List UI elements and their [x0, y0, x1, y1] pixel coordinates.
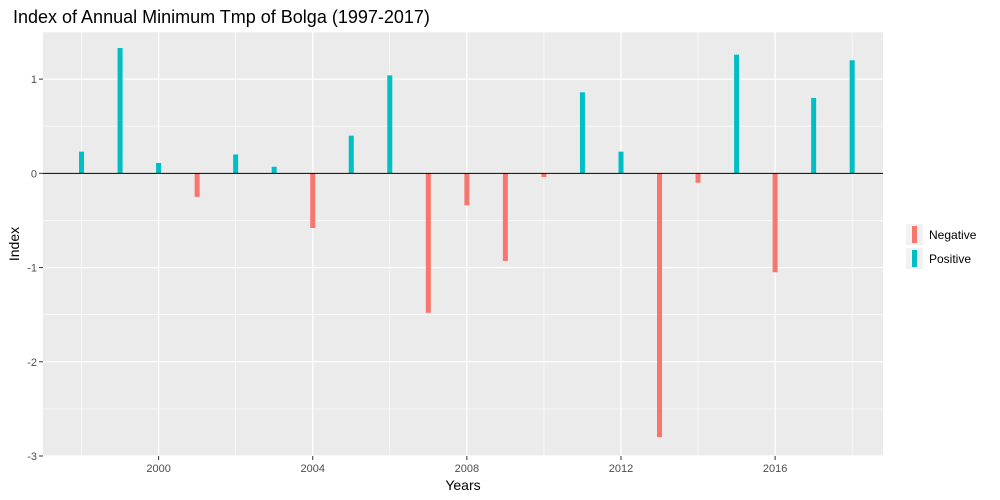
bar-negative-2010 [541, 173, 547, 178]
y-tick-label: -1 [27, 263, 37, 275]
x-tick-label: 2000 [146, 463, 170, 475]
bar-positive-2006 [387, 75, 393, 174]
bar-positive-2012 [618, 151, 624, 174]
bar-negative-2008 [464, 173, 470, 206]
bar-negative-2009 [502, 173, 508, 261]
y-tick-label: -3 [27, 451, 37, 463]
bar-positive-2011 [579, 92, 585, 174]
legend-label-positive: Positive [929, 252, 971, 266]
y-tick-label: 0 [31, 168, 37, 180]
y-axis: -3 -2 -1 0 1 [27, 74, 43, 463]
x-tick-label: 2012 [609, 463, 633, 475]
bar-negative-2014 [695, 173, 701, 183]
bar-positive-2015 [734, 54, 740, 174]
bar-negative-2004 [310, 173, 316, 228]
bar-positive-2005 [348, 135, 354, 174]
bar-positive-1998 [79, 151, 85, 174]
x-tick-label: 2004 [300, 463, 324, 475]
bar-positive-1999 [117, 48, 123, 174]
x-tick-label: 2008 [455, 463, 479, 475]
y-tick-label: -2 [27, 357, 37, 369]
x-axis-title: Years [445, 477, 480, 493]
grid-major [43, 32, 883, 457]
bar-negative-2007 [425, 173, 431, 313]
legend: Negative Positive [906, 224, 977, 269]
bar-positive-2000 [156, 162, 162, 174]
bar-negative-2016 [772, 173, 778, 273]
legend-key-negative [912, 226, 917, 243]
y-tick-label: 1 [31, 74, 37, 86]
bar-negative-2001 [194, 173, 200, 197]
plot-panel [43, 32, 883, 456]
y-axis-title: Index [6, 227, 22, 261]
bar-positive-2003 [271, 166, 277, 174]
chart-title: Index of Annual Minimum Tmp of Bolga (19… [13, 7, 430, 27]
legend-label-negative: Negative [929, 228, 977, 242]
legend-key-positive [912, 250, 917, 267]
bars [79, 48, 855, 438]
bar-positive-2017 [811, 97, 817, 174]
bar-negative-2013 [657, 173, 663, 438]
x-axis: 2000 2004 2008 2012 2016 [146, 456, 787, 475]
bar-positive-2002 [233, 154, 239, 174]
bar-positive-2018 [849, 60, 855, 174]
x-tick-label: 2016 [763, 463, 787, 475]
